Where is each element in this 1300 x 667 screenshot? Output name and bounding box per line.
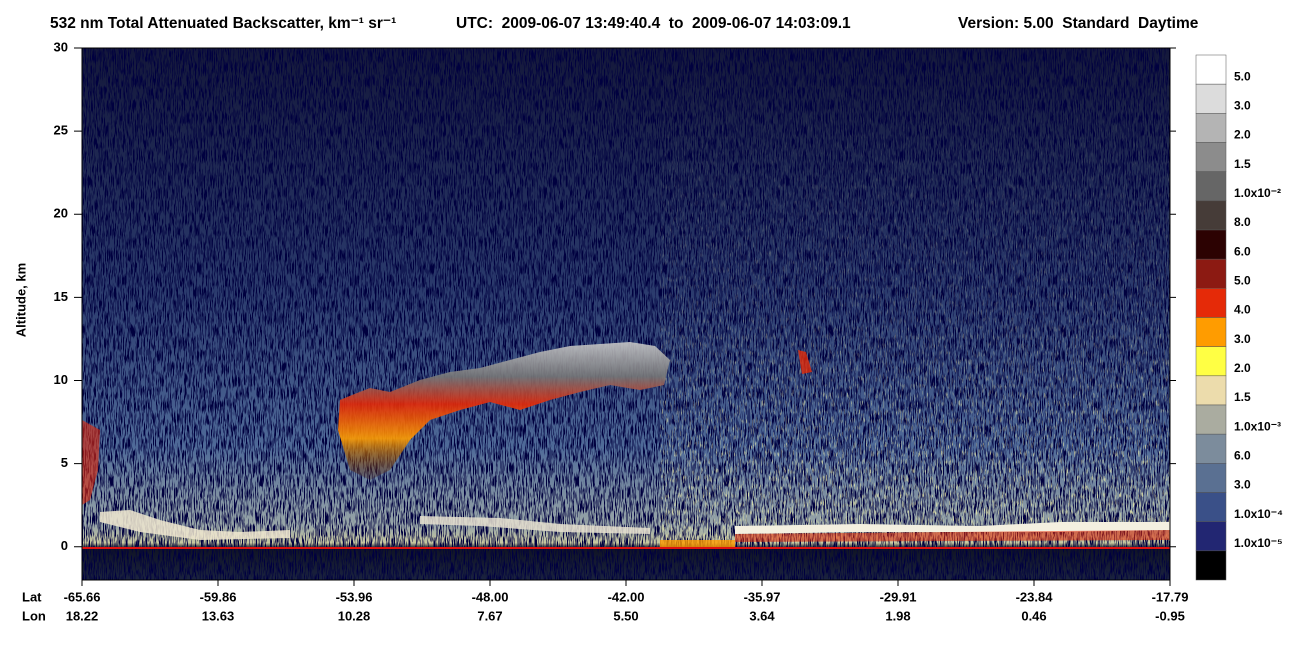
colorbar-swatch — [1195, 288, 1227, 318]
colorbar-swatch — [1195, 54, 1227, 85]
lat-tick-label: -59.86 — [200, 589, 237, 604]
colorbar-label: 1.0x10⁻⁴ — [1234, 507, 1283, 521]
y-tick-label: 25 — [54, 123, 68, 138]
lon-tick-label: -0.95 — [1155, 608, 1185, 623]
y-tick-label: 10 — [54, 372, 68, 387]
colorbar-swatch — [1195, 113, 1227, 143]
lon-tick-label: 18.22 — [66, 608, 99, 623]
lat-tick-label: -48.00 — [472, 589, 509, 604]
y-tick-label: 5 — [61, 455, 68, 470]
colorbar-label: 1.0x10⁻³ — [1234, 419, 1281, 433]
colorbar-label: 1.5 — [1234, 390, 1251, 404]
colorbar-swatch — [1195, 521, 1227, 552]
colorbar-swatch — [1195, 229, 1227, 260]
lat-label: Lat — [22, 589, 42, 604]
colorbar-label: 2.0 — [1234, 128, 1251, 142]
colorbar-label: 1.5 — [1234, 157, 1251, 171]
colorbar-label: 3.0 — [1234, 99, 1251, 113]
y-tick-label: 20 — [54, 206, 68, 221]
colorbar-swatch — [1195, 375, 1227, 406]
lat-tick-label: -35.97 — [744, 589, 781, 604]
colorbar-swatch — [1195, 317, 1227, 347]
lat-tick-label: -23.84 — [1016, 589, 1054, 604]
colorbar-label: 2.0 — [1234, 361, 1251, 375]
colorbar-swatch — [1195, 346, 1227, 377]
lon-tick-label: 10.28 — [338, 608, 371, 623]
lon-tick-label: 3.64 — [749, 608, 775, 623]
curtain-image — [82, 48, 1170, 580]
lon-label: Lon — [22, 608, 46, 623]
colorbar-label: 5.0 — [1234, 274, 1251, 288]
colorbar-swatch — [1195, 433, 1227, 464]
chart-title: 532 nm Total Attenuated Backscatter, km⁻… — [50, 15, 396, 32]
colorbar-label: 8.0 — [1234, 215, 1251, 229]
time-range: UTC: 2009-06-07 13:49:40.4 to 2009-06-07… — [456, 15, 851, 32]
y-tick-label: 0 — [61, 538, 68, 553]
colorbar-swatch — [1195, 492, 1227, 522]
colorbar-label: 1.0x10⁻⁵ — [1234, 536, 1283, 550]
lat-tick-label: -53.96 — [336, 589, 373, 604]
lon-tick-label: 13.63 — [202, 608, 235, 623]
colorbar-label: 3.0 — [1234, 332, 1251, 346]
lat-tick-label: -29.91 — [880, 589, 917, 604]
colorbar-swatch — [1195, 463, 1227, 493]
colorbar-label: 1.0x10⁻² — [1234, 186, 1281, 200]
colorbar-swatch — [1195, 142, 1227, 172]
y-tick-label: 15 — [54, 289, 68, 304]
lon-tick-label: 7.67 — [477, 608, 502, 623]
colorbar-label: 6.0 — [1234, 449, 1251, 463]
colorbar-swatch — [1195, 171, 1227, 202]
lon-tick-label: 1.98 — [885, 608, 910, 623]
colorbar-swatch — [1195, 258, 1227, 289]
colorbar-swatch — [1195, 404, 1227, 435]
lat-tick-label: -65.66 — [64, 589, 101, 604]
colorbar-swatch — [1195, 83, 1227, 114]
colorbar-label: 6.0 — [1234, 244, 1251, 258]
lon-tick-label: 5.50 — [613, 608, 638, 623]
lon-tick-label: 0.46 — [1021, 608, 1046, 623]
lat-tick-label: -17.79 — [1152, 589, 1189, 604]
y-tick-label: 30 — [54, 39, 68, 54]
colorbar-swatch — [1195, 550, 1227, 581]
colorbar-label: 5.0 — [1234, 69, 1251, 83]
version: Version: 5.00 Standard Daytime — [958, 15, 1199, 32]
colorbar-label: 4.0 — [1234, 303, 1251, 317]
y-axis-label: Altitude, km — [13, 263, 28, 337]
lat-tick-label: -42.00 — [608, 589, 645, 604]
colorbar-label: 3.0 — [1234, 478, 1251, 492]
colorbar-swatch — [1195, 200, 1227, 231]
